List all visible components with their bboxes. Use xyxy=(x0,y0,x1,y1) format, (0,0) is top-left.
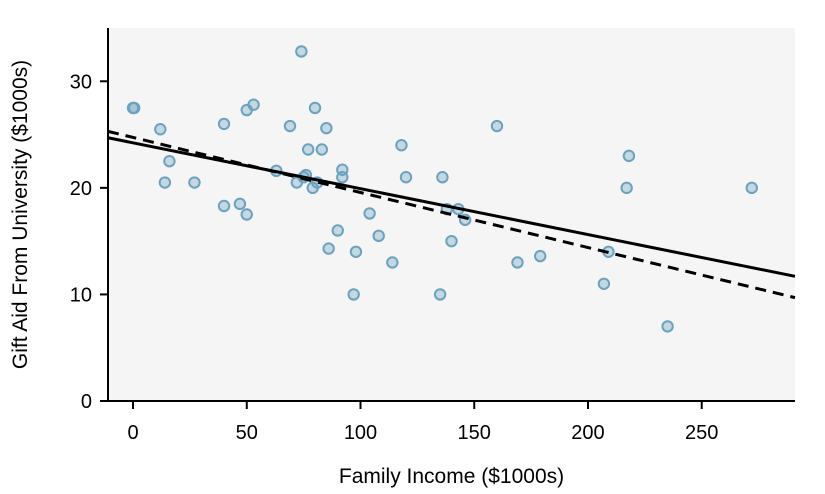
regression-line-solid xyxy=(107,136,796,278)
y-axis-ticks: 0 10 20 30 xyxy=(70,71,108,413)
data-point xyxy=(433,288,447,301)
data-point xyxy=(217,199,231,213)
data-point xyxy=(295,45,308,58)
data-point xyxy=(745,181,758,195)
data-point xyxy=(127,101,141,115)
data-point xyxy=(349,245,363,259)
x-tick-label: 150 xyxy=(458,422,491,444)
y-tick-label: 0 xyxy=(81,391,92,413)
data-point xyxy=(331,224,344,237)
data-point xyxy=(154,123,167,136)
y-tick-label: 30 xyxy=(70,71,92,93)
data-point xyxy=(620,181,633,195)
data-point xyxy=(217,117,231,131)
data-point xyxy=(363,207,376,220)
data-point xyxy=(158,176,172,189)
data-point xyxy=(511,256,524,269)
data-point xyxy=(320,121,333,135)
data-point xyxy=(240,208,253,221)
data-point xyxy=(490,119,504,133)
y-tick-label: 20 xyxy=(70,178,92,200)
x-tick-label: 100 xyxy=(344,422,377,444)
data-point xyxy=(301,143,315,156)
data-point xyxy=(347,288,360,301)
data-point xyxy=(247,98,260,111)
data-point xyxy=(322,242,335,255)
data-point xyxy=(315,143,329,156)
chart-marks xyxy=(107,45,796,333)
data-point xyxy=(188,176,201,189)
data-point xyxy=(386,256,399,269)
data-point xyxy=(534,249,547,263)
data-point xyxy=(283,119,297,133)
x-tick-label: 200 xyxy=(571,422,604,444)
data-point xyxy=(597,277,611,290)
x-axis-ticks: 0 50 100 150 200 250 xyxy=(127,401,718,444)
data-point xyxy=(308,101,322,115)
data-point xyxy=(436,171,449,184)
data-point xyxy=(661,320,674,333)
data-point xyxy=(372,229,385,243)
x-tick-label: 250 xyxy=(685,422,718,444)
x-tick-label: 50 xyxy=(236,422,258,444)
y-axis-title: Gift Aid From University ($1000s) xyxy=(9,60,32,369)
plot-background xyxy=(108,28,795,401)
data-point xyxy=(399,171,413,184)
data-point xyxy=(445,234,458,248)
data-point xyxy=(336,171,349,184)
data-point xyxy=(163,155,176,168)
data-point xyxy=(622,149,636,163)
x-axis-title: Family Income ($1000s) xyxy=(339,465,564,488)
data-point xyxy=(233,197,247,211)
x-tick-label: 0 xyxy=(127,422,138,444)
data-point xyxy=(395,139,408,152)
y-tick-label: 10 xyxy=(70,284,92,306)
regression-line-dashed xyxy=(107,129,796,300)
